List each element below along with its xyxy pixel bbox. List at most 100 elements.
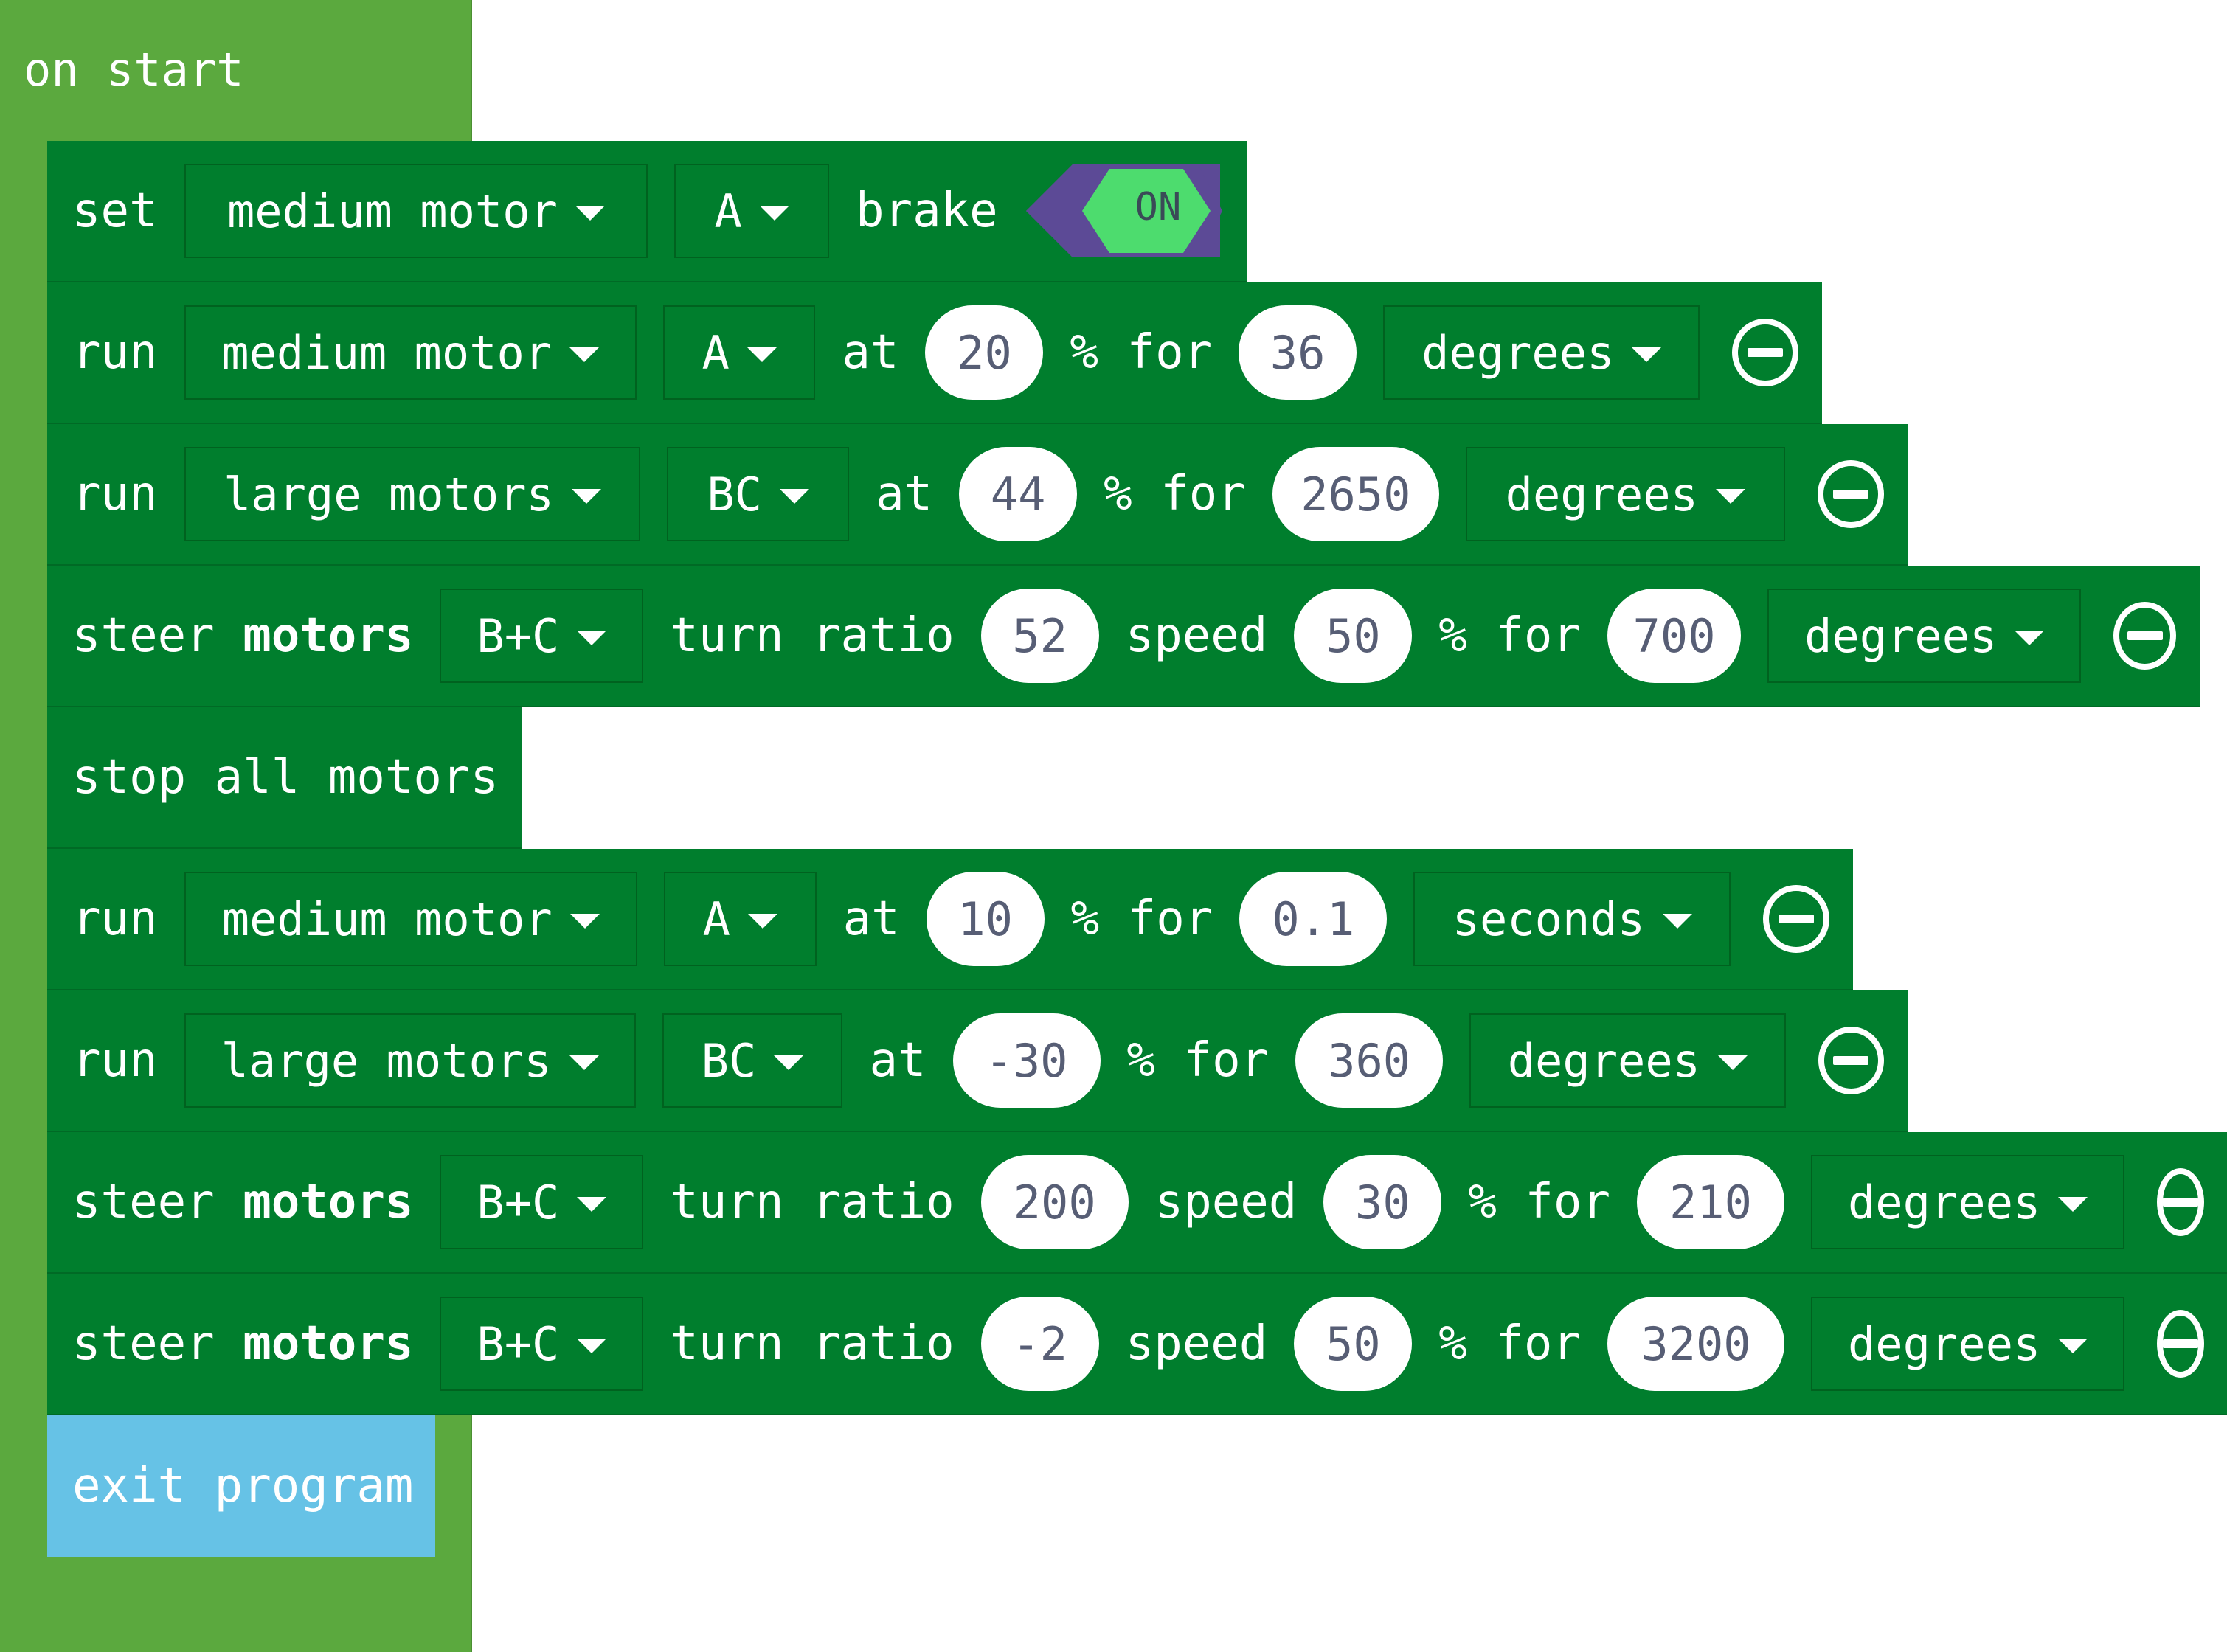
unit-dropdown[interactable]: seconds xyxy=(1413,872,1731,966)
port-dropdown[interactable]: A xyxy=(662,305,816,400)
on-start-label: on start xyxy=(24,43,244,97)
minus-circle-icon[interactable] xyxy=(1817,460,1885,528)
amount-input[interactable]: 36 xyxy=(1239,305,1357,400)
unit-dropdown[interactable]: degrees xyxy=(1767,589,2082,683)
speed-input[interactable]: 44 xyxy=(959,447,1078,541)
motor-type-dropdown[interactable]: medium motor xyxy=(184,164,648,258)
minus-circle-icon[interactable] xyxy=(2157,1168,2205,1236)
amount-input[interactable]: 210 xyxy=(1636,1155,1784,1249)
dropdown-value: large motors xyxy=(221,1033,552,1088)
dropdown-value: medium motor xyxy=(221,325,553,380)
exit-program-label: exit program xyxy=(72,1459,414,1513)
block-text: speed xyxy=(1125,608,1268,663)
turn-ratio-input[interactable]: -2 xyxy=(980,1297,1099,1391)
run-motor-block[interactable]: run medium motor A at 20 % for 36 degree… xyxy=(47,282,1822,424)
stop-all-motors-block[interactable]: stop all motors xyxy=(47,707,522,849)
run-motor-block[interactable]: run large motors BC at 44 % for 2650 deg… xyxy=(47,424,1908,566)
port-dropdown[interactable]: B+C xyxy=(440,1155,644,1249)
caret-down-icon xyxy=(2015,631,2045,645)
block-text: % for xyxy=(1438,608,1581,663)
minus-circle-icon[interactable] xyxy=(2113,602,2176,670)
amount-input[interactable]: 2650 xyxy=(1272,447,1439,541)
speed-input[interactable]: 30 xyxy=(1323,1155,1442,1249)
motor-type-dropdown[interactable]: large motors xyxy=(184,447,641,541)
speed-input[interactable]: -30 xyxy=(952,1013,1101,1108)
caret-down-icon xyxy=(747,914,777,929)
motors-word: motors xyxy=(243,608,414,663)
motor-type-dropdown[interactable]: medium motor xyxy=(184,305,637,400)
port-dropdown[interactable]: B+C xyxy=(440,1297,644,1391)
dropdown-value: A xyxy=(714,184,742,238)
dropdown-value: degrees xyxy=(1421,325,1615,380)
block-keyword: steer motors xyxy=(72,1316,413,1371)
motors-word: motors xyxy=(243,1316,414,1371)
run-motor-block[interactable]: run medium motor A at 10 % for 0.1 secon… xyxy=(47,849,1853,990)
port-dropdown[interactable]: A xyxy=(674,164,830,258)
block-keyword: stop all motors xyxy=(72,750,499,805)
unit-dropdown[interactable]: degrees xyxy=(1810,1297,2125,1391)
steer-motors-block[interactable]: steer motors B+C turn ratio -2 speed 50 … xyxy=(47,1274,2227,1415)
block-text: % for xyxy=(1104,467,1246,521)
steer-motors-block[interactable]: steer motors B+C turn ratio 52 speed 50 … xyxy=(47,566,2200,707)
port-dropdown[interactable]: BC xyxy=(662,1013,843,1108)
caret-down-icon xyxy=(2058,1339,2088,1353)
speed-input[interactable]: 50 xyxy=(1294,1297,1413,1391)
dropdown-value: medium motor xyxy=(221,892,553,946)
block-text: % for xyxy=(1468,1175,1610,1229)
motor-type-dropdown[interactable]: large motors xyxy=(184,1013,636,1108)
toggle-shape-icon xyxy=(1025,164,1222,257)
port-dropdown[interactable]: A xyxy=(663,872,817,966)
run-motor-block[interactable]: run large motors BC at -30 % for 360 deg… xyxy=(47,990,1908,1132)
block-text: at xyxy=(876,467,933,521)
dropdown-value: B+C xyxy=(477,608,560,663)
motors-word: motors xyxy=(243,1175,414,1229)
block-text: turn ratio xyxy=(670,1316,955,1371)
block-keyword: steer motors xyxy=(72,608,413,663)
set-brake-block[interactable]: set medium motor A brake ON xyxy=(47,141,1247,282)
minus-circle-icon[interactable] xyxy=(1818,1027,1884,1094)
block-text: at xyxy=(869,1033,927,1088)
block-text: % for xyxy=(1070,892,1213,946)
minus-circle-icon[interactable] xyxy=(1732,319,1799,386)
block-keyword: run xyxy=(72,325,158,380)
unit-dropdown[interactable]: degrees xyxy=(1469,1013,1786,1108)
turn-ratio-input[interactable]: 52 xyxy=(980,589,1099,683)
dropdown-value: B+C xyxy=(477,1175,560,1229)
caret-down-icon xyxy=(577,1197,607,1212)
port-dropdown[interactable]: BC xyxy=(667,447,850,541)
caret-down-icon xyxy=(569,914,600,929)
block-text: brake xyxy=(856,184,998,238)
brake-toggle[interactable]: ON xyxy=(1025,163,1223,259)
block-text: turn ratio xyxy=(670,608,955,663)
unit-dropdown[interactable]: degrees xyxy=(1383,305,1700,400)
motor-type-dropdown[interactable]: medium motor xyxy=(184,872,637,966)
dropdown-value: degrees xyxy=(1847,1175,2041,1229)
block-keyword: set xyxy=(72,184,158,238)
speed-input[interactable]: 10 xyxy=(926,872,1045,966)
dropdown-value: degrees xyxy=(1804,608,1998,663)
unit-dropdown[interactable]: degrees xyxy=(1465,447,1785,541)
amount-input[interactable]: 0.1 xyxy=(1239,872,1388,966)
dropdown-value: BC xyxy=(707,467,762,521)
amount-input[interactable]: 3200 xyxy=(1607,1297,1784,1391)
exit-program-block[interactable]: exit program xyxy=(47,1415,435,1557)
caret-down-icon xyxy=(569,347,600,362)
block-keyword: run xyxy=(72,1033,158,1088)
block-text: at xyxy=(842,892,900,946)
unit-dropdown[interactable]: degrees xyxy=(1810,1155,2125,1249)
port-dropdown[interactable]: B+C xyxy=(440,589,644,683)
amount-input[interactable]: 360 xyxy=(1295,1013,1444,1108)
block-text: % for xyxy=(1070,325,1213,380)
dropdown-value: B+C xyxy=(477,1316,560,1371)
block-keyword: steer motors xyxy=(72,1175,413,1229)
block-keyword: run xyxy=(72,467,158,521)
steer-motors-block[interactable]: steer motors B+C turn ratio 200 speed 30… xyxy=(47,1132,2227,1274)
minus-circle-icon[interactable] xyxy=(1763,885,1829,953)
block-text: at xyxy=(842,325,899,380)
speed-input[interactable]: 50 xyxy=(1294,589,1413,683)
speed-input[interactable]: 20 xyxy=(925,305,1044,400)
block-text: speed xyxy=(1154,1175,1298,1229)
amount-input[interactable]: 700 xyxy=(1607,589,1742,683)
turn-ratio-input[interactable]: 200 xyxy=(980,1155,1129,1249)
minus-circle-icon[interactable] xyxy=(2157,1310,2205,1378)
